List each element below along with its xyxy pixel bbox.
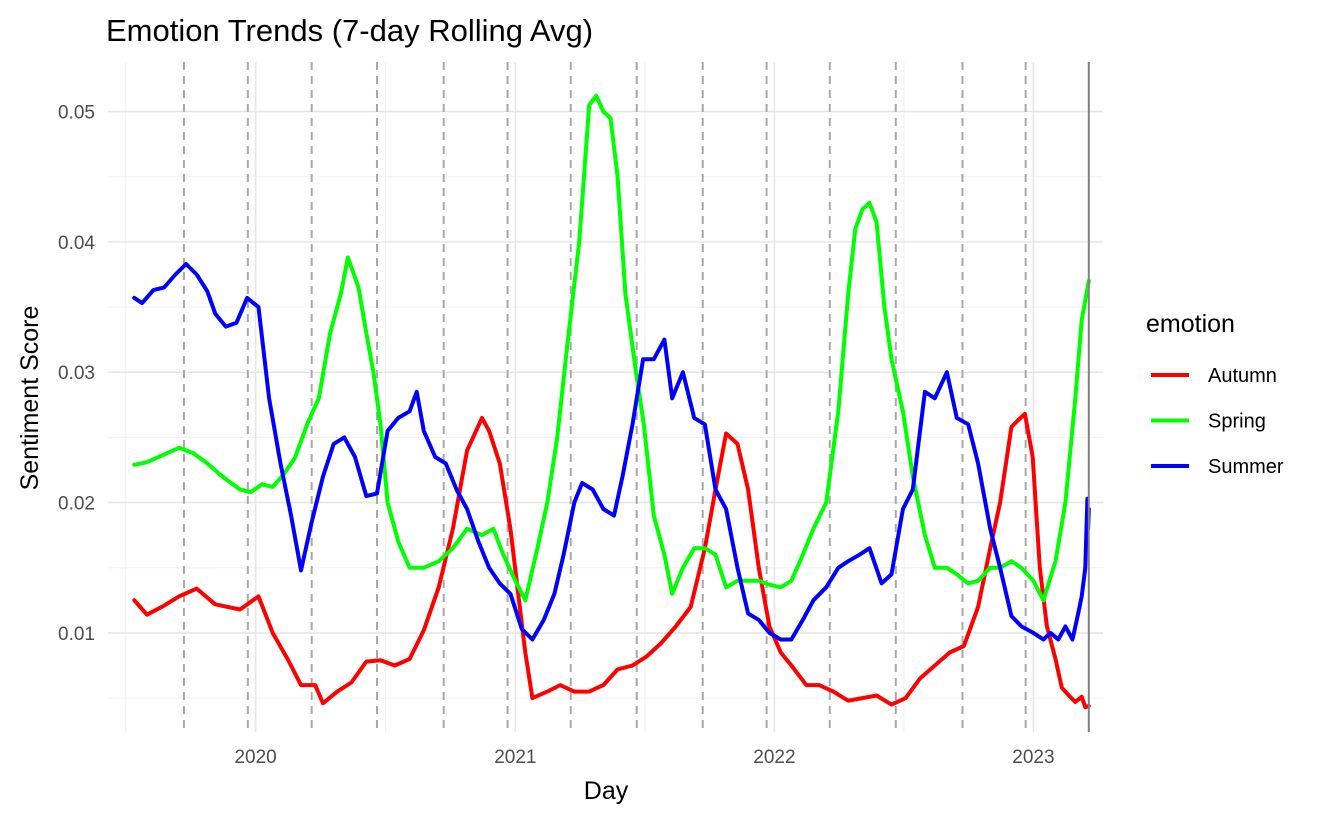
y-axis-ticks: 0.01 0.02 0.03 0.04 0.05 <box>58 103 95 645</box>
y-axis-title: Sentiment Score <box>16 306 44 491</box>
x-tick-label: 2022 <box>753 747 795 768</box>
series-lines <box>132 93 1091 710</box>
x-tick-label: 2023 <box>1012 747 1054 768</box>
series-line-spring <box>132 93 1091 603</box>
y-tick-label: 0.01 <box>58 624 95 645</box>
plot-area <box>108 62 1103 732</box>
legend-items: Autumn Spring Summer <box>1151 365 1284 478</box>
x-axis-ticks: 2020 2021 2022 2023 <box>234 747 1054 768</box>
legend-label-autumn: Autumn <box>1208 365 1277 387</box>
legend-title: emotion <box>1146 310 1235 338</box>
series-line-autumn <box>132 411 1091 710</box>
y-tick-label: 0.02 <box>58 494 95 515</box>
y-tick-label: 0.03 <box>58 363 95 384</box>
series-line-summer <box>132 262 1091 642</box>
minor-gridlines <box>108 62 1103 732</box>
legend-label-summer: Summer <box>1208 456 1284 478</box>
x-tick-label: 2021 <box>494 747 536 768</box>
y-tick-label: 0.05 <box>58 103 95 124</box>
x-axis-title: Day <box>584 777 629 805</box>
x-tick-label: 2020 <box>234 747 276 768</box>
legend: emotion Autumn Spring Summer <box>1146 310 1284 478</box>
y-tick-label: 0.04 <box>58 233 95 254</box>
legend-label-spring: Spring <box>1208 411 1266 433</box>
chart-title: Emotion Trends (7-day Rolling Avg) <box>106 13 593 48</box>
